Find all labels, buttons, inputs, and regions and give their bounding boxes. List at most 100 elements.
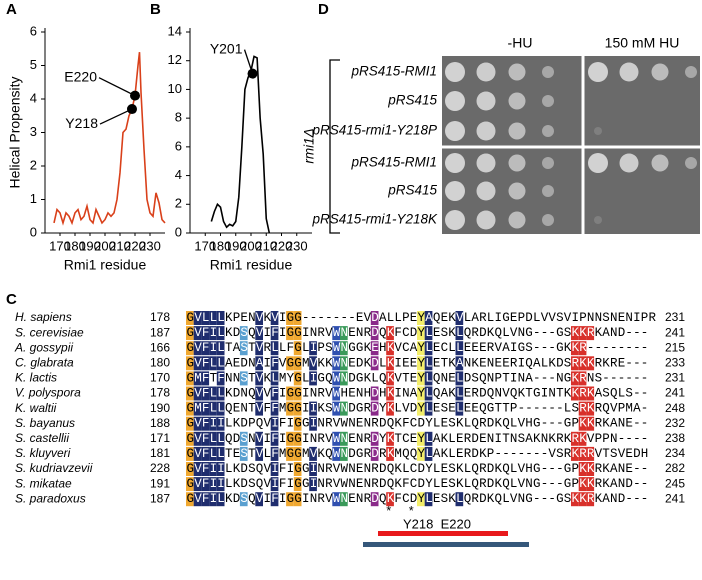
- residue-highlight: [455, 326, 464, 341]
- residue-highlight: [270, 431, 279, 446]
- residue-highlight: [193, 416, 202, 431]
- condition-label: -HU: [508, 35, 533, 51]
- residue-highlight: [386, 341, 394, 356]
- residue-highlight: [340, 431, 348, 446]
- residue-highlight: [193, 431, 202, 446]
- residue-highlight: [332, 401, 340, 416]
- annotation-point: [130, 90, 140, 101]
- residue-labels: Y218 E220: [403, 516, 471, 531]
- yeast-spot: [588, 153, 608, 173]
- residue-highlight: [309, 477, 317, 492]
- residue-highlight: [578, 446, 587, 461]
- residue-highlight: [209, 401, 217, 416]
- residue-highlight: [186, 371, 194, 386]
- residue-highlight: [186, 341, 194, 356]
- species-name: S. paradoxus: [15, 491, 86, 505]
- end-position: 232: [665, 416, 685, 430]
- species-name: K. waltii: [15, 401, 57, 415]
- residue-highlight: [193, 371, 202, 386]
- residue-highlight: [270, 356, 279, 371]
- residue-highlight: [193, 462, 202, 476]
- yeast-spot: [508, 211, 526, 229]
- residue-highlight: [424, 401, 433, 416]
- residue-highlight: [370, 401, 379, 416]
- residue-highlight: [309, 356, 317, 371]
- residue-highlight: [370, 446, 379, 461]
- yeast-spot: [445, 62, 465, 82]
- yeast-spot: [542, 95, 554, 107]
- yeast-spot: [685, 157, 697, 169]
- residue-highlight: [370, 386, 379, 401]
- x-axis-title: Rmi1 residue: [210, 257, 293, 273]
- residue-highlight: [201, 311, 210, 325]
- yeast-spot: [651, 154, 669, 172]
- plate: [442, 56, 700, 234]
- yeast-spot: [508, 154, 526, 172]
- residue-highlight: [578, 431, 587, 446]
- residue-highlight: [255, 431, 263, 446]
- residue-highlight: [270, 462, 279, 476]
- residue-highlight: [239, 371, 248, 386]
- panel-label: A: [6, 1, 17, 18]
- residue-highlight: [455, 311, 464, 325]
- residue-highlight: [255, 446, 263, 461]
- residue-highlight: [293, 386, 302, 401]
- residue-highlight: [216, 371, 225, 386]
- yeast-spot: [445, 181, 465, 201]
- residue-highlight: [201, 462, 210, 476]
- start-position: 188: [150, 416, 170, 430]
- sequence: GVLLLKPENVKVIGG-------EVDALLPEYAQEKVLARL…: [187, 311, 657, 325]
- residue-highlight: [209, 462, 217, 476]
- residue-highlight: [586, 446, 595, 461]
- x-tick-label: 180: [210, 238, 232, 253]
- residue-highlight: [186, 326, 194, 341]
- yeast-spot: [542, 185, 554, 197]
- residue-highlight: [186, 356, 194, 371]
- residue-highlight: [193, 326, 202, 341]
- data-line: [53, 52, 166, 226]
- residue-highlight: [201, 371, 210, 386]
- residue-highlight: [578, 341, 587, 356]
- residue-highlight: [209, 416, 217, 431]
- residue-highlight: [270, 326, 279, 341]
- annotation-leader: [98, 77, 136, 97]
- yeast-spot: [445, 210, 465, 230]
- residue-highlight: [255, 356, 263, 371]
- y-tick-label: 0: [175, 224, 182, 239]
- end-position: 241: [665, 491, 685, 505]
- residue-highlight: [578, 492, 587, 507]
- end-position: 238: [665, 431, 685, 445]
- residue-highlight: [571, 431, 579, 446]
- residue-highlight: [424, 386, 433, 401]
- residue-highlight: [293, 401, 302, 416]
- residue-highlight: [386, 446, 394, 461]
- residue-highlight: [571, 356, 579, 371]
- residue-highlight: [586, 356, 595, 371]
- residue-highlight: [332, 341, 340, 356]
- residue-highlight: [309, 401, 317, 416]
- residue-highlight: [332, 326, 340, 341]
- strain-label: pRS415-rmi1-Y218P: [311, 123, 437, 138]
- residue-highlight: [186, 431, 194, 446]
- residue-highlight: [370, 341, 379, 356]
- residue-highlight: [270, 416, 279, 431]
- residue-highlight: [586, 416, 595, 431]
- yeast-spot: [445, 153, 465, 173]
- yeast-spot: [476, 62, 496, 82]
- residue-highlight: [586, 326, 595, 341]
- residue-highlight: [370, 492, 379, 507]
- residue-highlight: [586, 462, 595, 476]
- residue-highlight: [586, 401, 595, 416]
- end-position: 241: [665, 386, 685, 400]
- x-tick-label: 200: [240, 238, 262, 253]
- residue-highlight: [424, 356, 433, 371]
- yeast-spot: [445, 91, 465, 111]
- residue-highlight: [424, 492, 433, 507]
- residue-highlight: [186, 477, 194, 492]
- residue-highlight: [193, 401, 202, 416]
- residue-highlight: [216, 462, 225, 476]
- residue-highlight: [571, 386, 579, 401]
- annotation-label: Y201: [210, 40, 243, 56]
- y-tick-label: 6: [175, 138, 182, 153]
- residue-highlight: [332, 386, 340, 401]
